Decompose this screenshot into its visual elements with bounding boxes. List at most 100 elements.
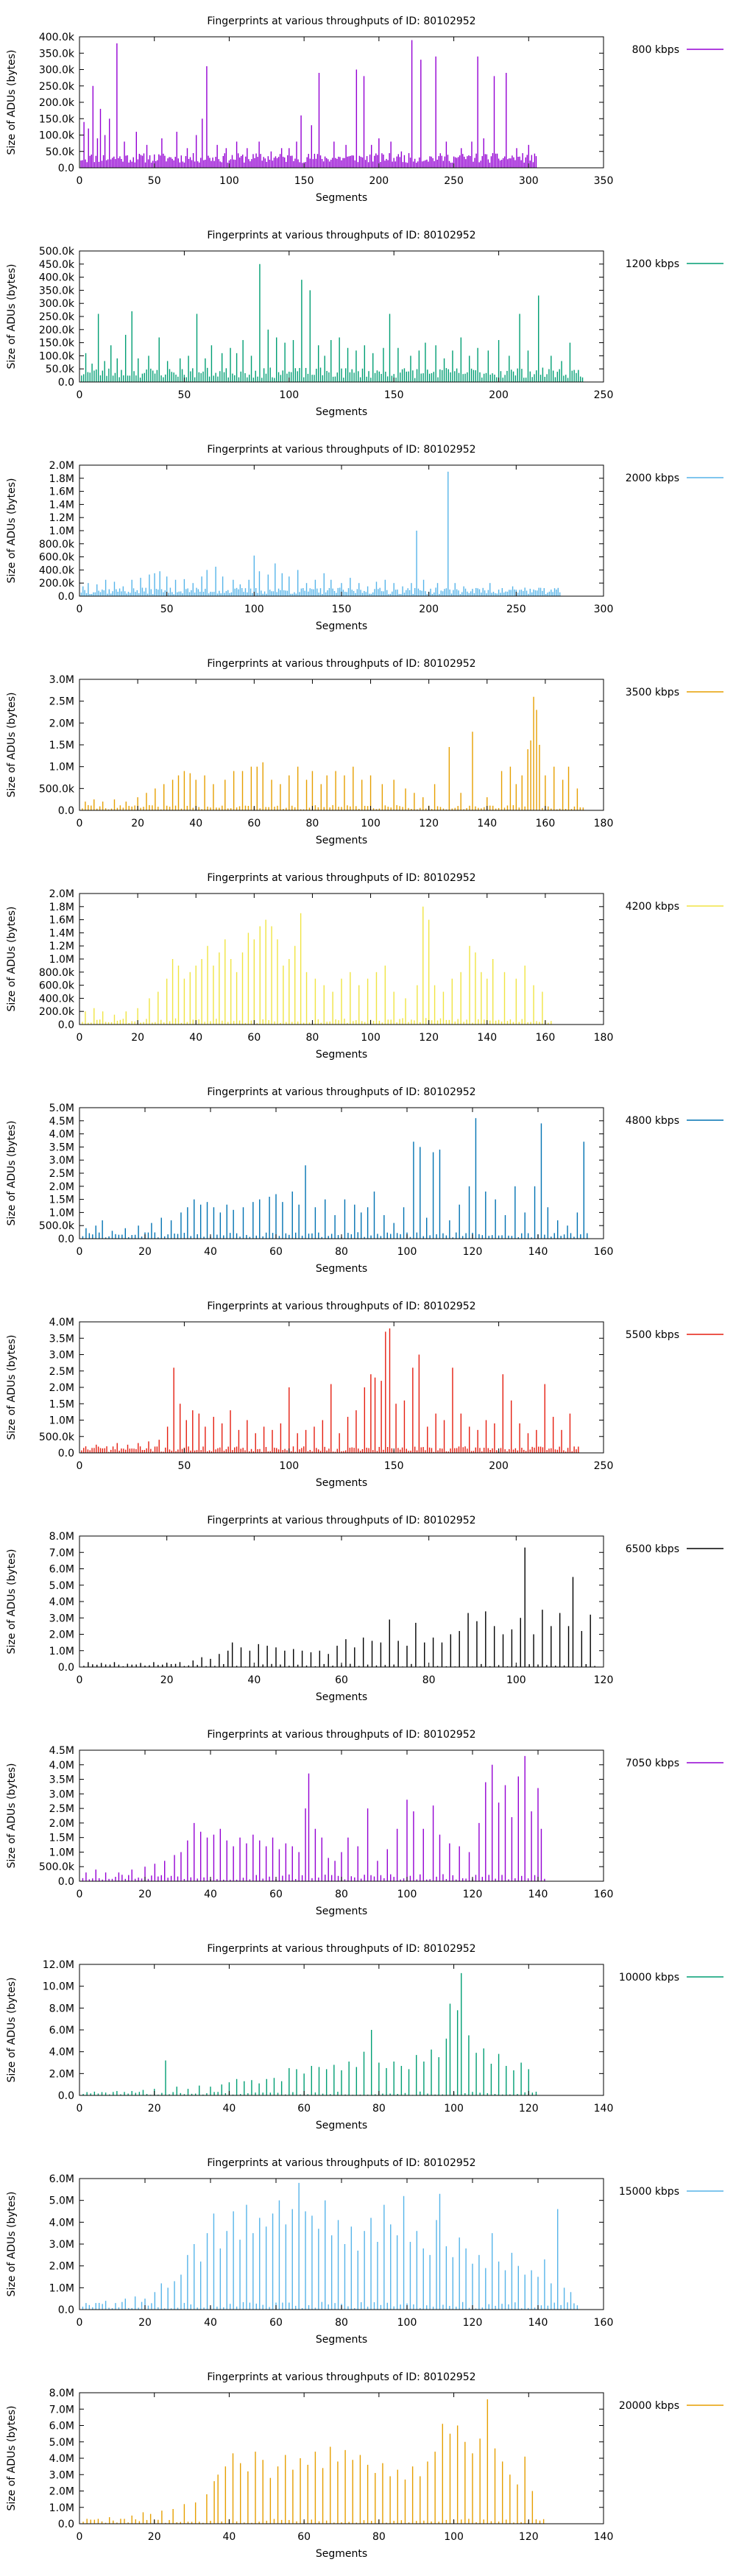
y-tick-label: 2.0M	[49, 1818, 74, 1830]
x-axis-label: Segments	[316, 1691, 367, 1703]
y-tick-label: 2.0M	[49, 1181, 74, 1193]
y-tick-label: 350.0k	[39, 48, 75, 60]
y-tick-label: 250.0k	[39, 311, 75, 323]
x-tick-label: 160	[536, 818, 556, 829]
chart-svg: Fingerprints at various throughputs of I…	[6, 15, 723, 204]
x-axis-label: Segments	[316, 1906, 367, 1917]
y-tick-label: 2.5M	[49, 1168, 74, 1180]
y-tick-label: 2.0M	[49, 718, 74, 729]
x-tick-label: 60	[297, 2103, 311, 2115]
legend-label: 4200 kbps	[626, 901, 679, 913]
x-tick-label: 180	[594, 818, 614, 829]
chart-title: Fingerprints at various throughputs of I…	[207, 2371, 475, 2383]
x-tick-label: 0	[77, 818, 83, 829]
x-tick-label: 60	[335, 1674, 348, 1686]
y-tick-label: 4.0M	[49, 1596, 74, 1608]
bar-series	[82, 696, 584, 810]
legend-label: 2000 kbps	[626, 473, 679, 484]
chart-title: Fingerprints at various throughputs of I…	[207, 444, 475, 456]
plot-frame	[79, 250, 604, 383]
chart-panel: Fingerprints at various throughputs of I…	[0, 2142, 736, 2356]
x-tick-label: 140	[528, 1246, 548, 1258]
x-tick-label: 50	[177, 1460, 191, 1472]
x-tick-label: 150	[294, 175, 314, 187]
x-tick-label: 0	[77, 2317, 83, 2329]
chart-panel: Fingerprints at various throughputs of I…	[0, 214, 736, 428]
x-axis-label: Segments	[316, 1049, 367, 1061]
y-tick-label: 0.0	[58, 591, 74, 603]
y-tick-label: 2.0M	[49, 1630, 74, 1641]
y-axis-label: Size of ADUs (bytes)	[6, 1978, 18, 2083]
x-tick-label: 200	[489, 1460, 509, 1472]
x-tick-label: 0	[77, 604, 83, 615]
chart-panel: Fingerprints at various throughputs of I…	[0, 1285, 736, 1499]
y-tick-label: 0.0	[58, 805, 74, 817]
y-tick-label: 1.0M	[49, 526, 74, 537]
chart-panel: Fingerprints at various throughputs of I…	[0, 2356, 736, 2570]
bar-series	[82, 2399, 545, 2524]
x-tick-label: 200	[369, 175, 389, 187]
y-tick-label: 2.0M	[49, 2068, 74, 2080]
x-tick-label: 160	[536, 1032, 556, 1044]
y-tick-label: 50.0k	[46, 146, 75, 158]
y-tick-label: 5.0M	[49, 2437, 74, 2449]
x-tick-label: 120	[594, 1674, 614, 1686]
y-tick-label: 1.2M	[49, 512, 74, 524]
x-tick-label: 80	[335, 2317, 348, 2329]
x-tick-label: 80	[306, 818, 319, 829]
y-tick-label: 400.0k	[39, 993, 75, 1005]
x-tick-label: 100	[219, 175, 239, 187]
x-axis-label: Segments	[316, 2120, 367, 2131]
y-tick-label: 8.0M	[49, 2003, 74, 2014]
x-tick-label: 80	[306, 1032, 319, 1044]
y-tick-label: 100.0k	[39, 350, 75, 362]
y-tick-label: 500.0k	[39, 1861, 75, 1873]
y-tick-label: 2.0M	[49, 1382, 74, 1394]
y-axis-label: Size of ADUs (bytes)	[6, 2406, 18, 2511]
x-axis-label: Segments	[316, 620, 367, 632]
bar-series	[82, 2182, 578, 2310]
x-tick-label: 40	[204, 1889, 217, 1900]
x-axis-label: Segments	[316, 2548, 367, 2560]
y-tick-label: 50.0k	[46, 364, 75, 375]
y-tick-label: 800.0k	[39, 539, 75, 551]
chart-svg: Fingerprints at various throughputs of I…	[6, 1086, 723, 1275]
x-tick-label: 0	[77, 1246, 83, 1258]
x-tick-label: 40	[204, 1246, 217, 1258]
y-tick-label: 6.0M	[49, 2173, 74, 2185]
x-axis-label: Segments	[316, 406, 367, 418]
x-tick-label: 60	[269, 2317, 283, 2329]
x-tick-label: 60	[247, 818, 261, 829]
x-tick-label: 0	[77, 389, 83, 401]
chart-title: Fingerprints at various throughputs of I…	[207, 872, 475, 884]
x-tick-label: 300	[519, 175, 539, 187]
y-tick-label: 2.5M	[49, 1366, 74, 1378]
y-tick-label: 100.0k	[39, 130, 75, 142]
y-tick-label: 400.0k	[39, 32, 75, 43]
y-tick-label: 1.5M	[49, 1398, 74, 1410]
y-tick-label: 1.6M	[49, 486, 74, 498]
y-tick-label: 1.0M	[49, 2502, 74, 2514]
chart-title: Fingerprints at various throughputs of I…	[207, 2157, 475, 2169]
y-axis-label: Size of ADUs (bytes)	[6, 693, 18, 798]
bar-series	[82, 1118, 588, 1239]
y-tick-label: 8.0M	[49, 1531, 74, 1543]
x-tick-label: 120	[463, 1246, 483, 1258]
chart-panel: Fingerprints at various throughputs of I…	[0, 1499, 736, 1713]
x-axis-label: Segments	[316, 1263, 367, 1275]
y-axis-label: Size of ADUs (bytes)	[6, 1549, 18, 1655]
chart-title: Fingerprints at various throughputs of I…	[207, 1086, 475, 1098]
y-tick-label: 0.0	[58, 377, 74, 389]
x-tick-label: 100	[279, 1460, 299, 1472]
y-tick-label: 1.5M	[49, 1195, 74, 1206]
x-tick-label: 160	[594, 1246, 614, 1258]
x-tick-label: 0	[77, 1674, 83, 1686]
y-tick-label: 0.0	[58, 1448, 74, 1459]
y-tick-label: 4.0M	[49, 1760, 74, 1772]
y-tick-label: 6.0M	[49, 2025, 74, 2037]
bar-series	[81, 263, 584, 382]
y-tick-label: 5.0M	[49, 2195, 74, 2207]
y-tick-label: 200.0k	[39, 578, 75, 590]
x-tick-label: 150	[332, 604, 352, 615]
y-axis-label: Size of ADUs (bytes)	[6, 1763, 18, 1869]
